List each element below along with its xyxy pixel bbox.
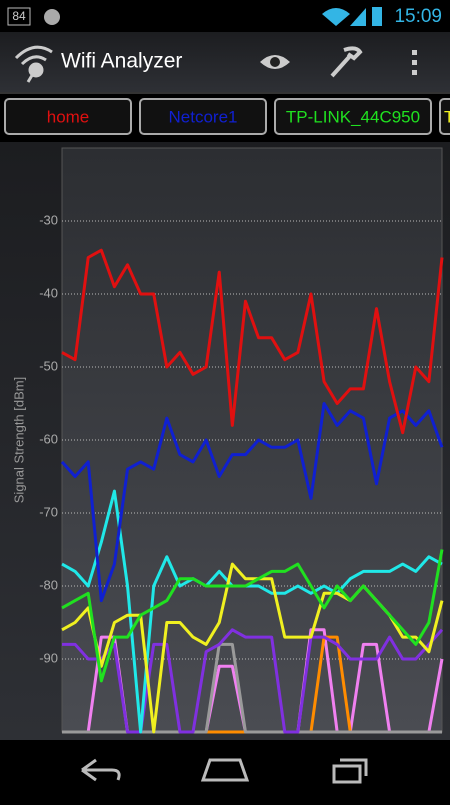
recents-button[interactable] xyxy=(332,758,368,784)
tab-box xyxy=(439,98,450,135)
y-tick-label: -60 xyxy=(39,431,58,446)
legend-tab[interactable]: home xyxy=(4,98,132,135)
y-tick-label: -90 xyxy=(39,650,58,665)
clock: 15:09 xyxy=(394,6,442,27)
tab-box xyxy=(139,98,267,135)
series-line xyxy=(60,402,444,603)
legend-label: T xyxy=(444,107,450,126)
menu-button[interactable] xyxy=(412,50,417,75)
y-tick-label: -30 xyxy=(39,212,58,227)
battery xyxy=(372,7,382,26)
notification-icon xyxy=(7,7,31,26)
series-line xyxy=(62,642,442,734)
y-axis-label: Signal Strength [dBm] xyxy=(11,377,26,503)
tab-box xyxy=(274,98,432,135)
back-button[interactable] xyxy=(81,758,121,782)
legend-tab[interactable]: TP-LINK_44C950 xyxy=(274,98,432,135)
legend-tab[interactable]: T xyxy=(439,98,450,135)
status-bar xyxy=(0,0,450,32)
legend-tab[interactable]: Netcore1 xyxy=(139,98,267,135)
series-line xyxy=(61,489,443,734)
settings-button[interactable] xyxy=(330,46,363,78)
legend-label: home xyxy=(47,107,90,126)
app-title: Wifi Analyzer xyxy=(61,50,182,73)
legend-label: TP-LINK_44C950 xyxy=(286,107,420,126)
app-bar xyxy=(0,32,450,92)
y-tick-label: -80 xyxy=(39,577,58,592)
app-icon xyxy=(14,45,53,83)
nav-bar xyxy=(0,740,450,800)
notification-count: 84 xyxy=(12,9,26,23)
android-icon xyxy=(44,9,60,25)
view-button[interactable] xyxy=(260,55,290,69)
home-button[interactable] xyxy=(200,758,250,782)
signal-status xyxy=(350,8,366,26)
series-line xyxy=(61,549,444,683)
y-tick-label: -40 xyxy=(39,285,58,300)
y-tick-label: -70 xyxy=(39,504,58,519)
series-line xyxy=(61,248,444,435)
legend-label: Netcore1 xyxy=(169,107,238,126)
series-line xyxy=(62,628,444,734)
divider xyxy=(0,92,450,94)
wifi-status xyxy=(322,8,350,26)
y-tick-label: -50 xyxy=(39,358,58,373)
tab-box xyxy=(4,98,132,135)
